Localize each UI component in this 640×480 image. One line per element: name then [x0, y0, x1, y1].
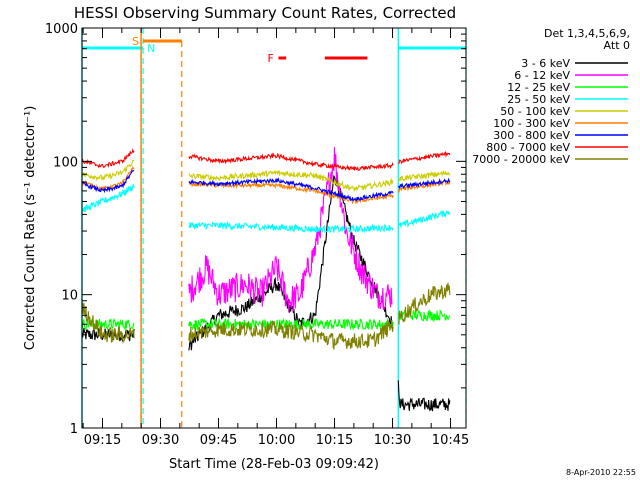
generation-timestamp: 8-Apr-2010 22:55 [566, 468, 636, 477]
x-tick-label: 09:45 [200, 433, 237, 448]
x-tick-label: 10:30 [374, 433, 411, 448]
x-tick-label: 09:30 [142, 433, 179, 448]
y-tick-label: 1000 [45, 22, 78, 37]
night-flag-label: N [147, 42, 155, 55]
y-tick-label: 1 [70, 422, 78, 437]
legend-label: 12 - 25 keV [507, 81, 570, 94]
series-0 [81, 174, 451, 412]
series-line [81, 183, 451, 234]
saa-flag-label: S [132, 35, 139, 48]
y-axis-label: Corrected Count Rate (s⁻¹ detector⁻¹) [23, 106, 38, 351]
legend-label: 50 - 100 keV [500, 105, 570, 118]
plot-frame [81, 27, 467, 429]
series-4 [81, 159, 451, 192]
axes-layer: 1 10 100 1000 09:15 09:30 09:45 10:00 10:15 10:30… [45, 22, 469, 448]
legend-label: 25 - 50 keV [507, 93, 570, 106]
y-tick-label: 100 [53, 155, 78, 170]
chart-title: HESSI Observing Summary Count Rates, Cor… [74, 4, 456, 22]
legend-label: 6 - 12 keV [514, 69, 570, 82]
series-6 [81, 169, 451, 202]
series-3 [81, 183, 451, 234]
x-tick-label: 10:45 [432, 433, 469, 448]
legend-label: 7000 - 20000 keV [472, 153, 570, 166]
series-layer [81, 147, 451, 412]
legend-header-line-1: Det 1,3,4,5,6,9, [544, 27, 630, 40]
legend-label: 100 - 300 keV [493, 117, 570, 130]
series-line [188, 147, 393, 313]
series-1 [188, 147, 393, 313]
series-line [81, 282, 451, 351]
legend-label: 800 - 7000 keV [486, 141, 570, 154]
flare-flag-label: F [267, 52, 273, 65]
x-tick-label: 10:00 [258, 433, 295, 448]
x-tick-label: 10:15 [316, 433, 353, 448]
x-tick-label: 09:15 [84, 433, 121, 448]
series-7 [81, 147, 451, 171]
legend-label: 300 - 800 keV [493, 129, 570, 142]
series-line [81, 147, 451, 171]
series-line [81, 159, 451, 192]
x-axis-label: Start Time (28-Feb-03 09:09:42) [169, 457, 379, 472]
legend-label: 3 - 6 keV [521, 57, 570, 70]
y-tick-label: 10 [61, 289, 78, 304]
series-8 [81, 282, 451, 351]
series-line [81, 169, 451, 202]
legend-header-line-2: Att 0 [604, 39, 630, 52]
series-line [81, 174, 451, 412]
